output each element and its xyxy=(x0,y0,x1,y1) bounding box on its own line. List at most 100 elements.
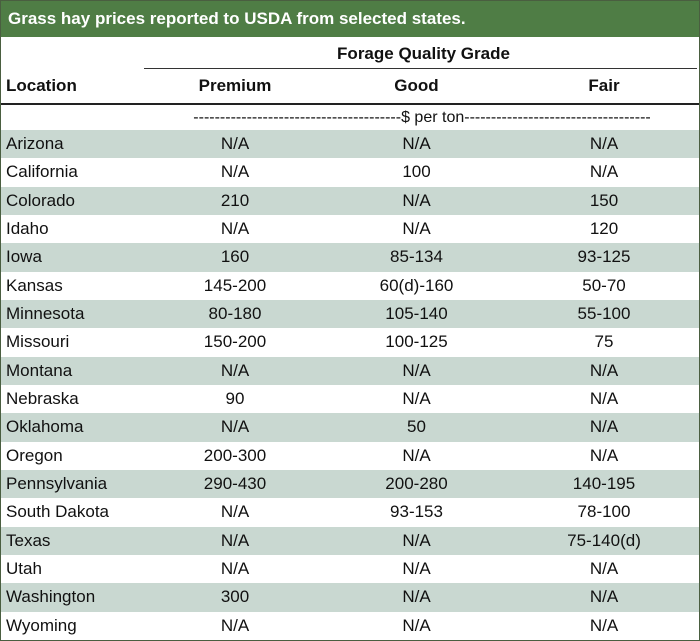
table-row: Kansas 145-200 60(d)-160 50-70 xyxy=(1,271,699,300)
table-row: Idaho N/A N/A 120 xyxy=(1,214,699,244)
cell-fair: 75 xyxy=(594,332,614,352)
units-row: ---------------------------------------$… xyxy=(1,105,699,130)
table-row: Iowa 160 85-134 93-125 xyxy=(1,243,699,272)
cell-premium: 90 xyxy=(225,389,245,409)
cell-good: 50 xyxy=(407,417,426,437)
cell-good: 93-153 xyxy=(390,502,443,522)
cell-location: Minnesota xyxy=(6,304,85,324)
cell-location: Wyoming xyxy=(6,615,77,635)
cell-location: Pennsylvania xyxy=(6,474,108,494)
cell-premium: N/A xyxy=(220,530,250,550)
cell-location: Washington xyxy=(6,587,96,607)
group-header: Forage Quality Grade xyxy=(1,37,699,69)
table-row: California N/A 100 N/A xyxy=(1,158,699,187)
cell-fair: 55-100 xyxy=(577,304,631,324)
cell-premium: 300 xyxy=(220,587,250,607)
table-row: Missouri 150-200 100-125 75 xyxy=(1,328,699,357)
cell-premium: 200-300 xyxy=(203,445,267,465)
cell-good: 85-134 xyxy=(390,247,443,267)
table-row: Nebraska 90 N/A N/A xyxy=(1,384,699,414)
cell-good: N/A xyxy=(402,134,431,154)
cell-fair: N/A xyxy=(589,615,619,635)
cell-good: N/A xyxy=(402,587,431,607)
table-row: Texas N/A N/A 75-140(d) xyxy=(1,526,699,555)
cell-premium: N/A xyxy=(220,615,250,635)
table-row: Oregon 200-300 N/A N/A xyxy=(1,441,699,470)
column-header-fair: Fair xyxy=(588,76,620,95)
cell-good: N/A xyxy=(402,445,431,465)
cell-premium: 290-430 xyxy=(203,474,267,494)
cell-location: Utah xyxy=(6,559,42,579)
cell-good: N/A xyxy=(402,615,431,635)
table-row: Utah N/A N/A N/A xyxy=(1,554,699,584)
cell-good: N/A xyxy=(402,389,431,409)
column-header-row: Location Premium Good Fair xyxy=(1,69,699,105)
forage-quality-grade-label: Forage Quality Grade xyxy=(337,44,510,63)
cell-good: 100-125 xyxy=(385,332,448,352)
cell-premium: N/A xyxy=(220,559,250,579)
cell-fair: N/A xyxy=(589,559,619,579)
cell-good: N/A xyxy=(402,190,431,210)
cell-fair: N/A xyxy=(589,134,619,154)
cell-fair: 75-140(d) xyxy=(567,530,641,550)
table-row: Oklahoma N/A 50 N/A xyxy=(1,413,699,442)
table-body: Arizona N/A N/A N/A California N/A 100 N/A Color… xyxy=(1,130,699,640)
cell-location: Oregon xyxy=(6,445,63,465)
group-header-rule xyxy=(144,68,697,69)
cell-premium: N/A xyxy=(220,417,250,437)
cell-premium: 160 xyxy=(220,247,250,267)
table-row: Minnesota 80-180 105-140 55-100 xyxy=(1,299,699,329)
table-title: Grass hay prices reported to USDA from s… xyxy=(1,1,699,37)
column-header-good: Good xyxy=(394,76,439,95)
cell-location: South Dakota xyxy=(6,502,110,522)
cell-location: Idaho xyxy=(6,219,49,239)
cell-fair: 150 xyxy=(589,190,619,210)
cell-fair: 120 xyxy=(589,219,619,239)
cell-location: Missouri xyxy=(6,332,70,352)
column-header-location: Location xyxy=(6,76,77,95)
cell-premium: N/A xyxy=(220,502,250,522)
cell-good: N/A xyxy=(402,530,431,550)
cell-location: Arizona xyxy=(6,134,64,154)
cell-fair: 50-70 xyxy=(582,275,626,295)
cell-premium: N/A xyxy=(220,219,250,239)
cell-location: Montana xyxy=(6,360,73,380)
column-header-premium: Premium xyxy=(198,76,272,95)
table-row: Pennsylvania 290-430 200-280 140-195 xyxy=(1,469,699,499)
cell-location: Texas xyxy=(6,530,51,550)
cell-location: Nebraska xyxy=(6,389,79,409)
cell-location: Iowa xyxy=(6,247,42,267)
cell-fair: N/A xyxy=(589,587,619,607)
cell-fair: N/A xyxy=(589,162,619,182)
cell-premium: N/A xyxy=(220,360,250,380)
cell-location: California xyxy=(6,162,78,182)
cell-location: Kansas xyxy=(6,275,63,295)
cell-fair: N/A xyxy=(589,417,619,437)
table-row: Montana N/A N/A N/A xyxy=(1,356,699,385)
cell-good: N/A xyxy=(402,559,431,579)
cell-good: 105-140 xyxy=(385,304,448,324)
table-row: Arizona N/A N/A N/A xyxy=(1,130,699,159)
cell-fair: N/A xyxy=(589,445,619,465)
cell-fair: N/A xyxy=(589,389,619,409)
cell-premium: 150-200 xyxy=(203,332,267,352)
table-row: South Dakota N/A 93-153 78-100 xyxy=(1,498,699,527)
cell-good: 60(d)-160 xyxy=(379,275,454,295)
cell-location: Colorado xyxy=(6,190,75,210)
table-row: Washington 300 N/A N/A xyxy=(1,583,699,612)
cell-fair: 78-100 xyxy=(577,502,631,522)
cell-premium: 210 xyxy=(220,190,250,210)
cell-premium: N/A xyxy=(220,134,250,154)
cell-good: N/A xyxy=(402,219,431,239)
cell-fair: N/A xyxy=(589,360,619,380)
cell-good: N/A xyxy=(402,360,431,380)
cell-fair: 93-125 xyxy=(577,247,631,267)
cell-good: 200-280 xyxy=(385,474,448,494)
units-label: ---------------------------------------$… xyxy=(193,109,651,126)
table-row: Colorado 210 N/A 150 xyxy=(1,186,699,215)
cell-premium: 80-180 xyxy=(208,304,262,324)
table-row: Wyoming N/A N/A N/A xyxy=(1,611,699,640)
cell-good: 100 xyxy=(402,162,431,182)
cell-premium: 145-200 xyxy=(203,275,267,295)
